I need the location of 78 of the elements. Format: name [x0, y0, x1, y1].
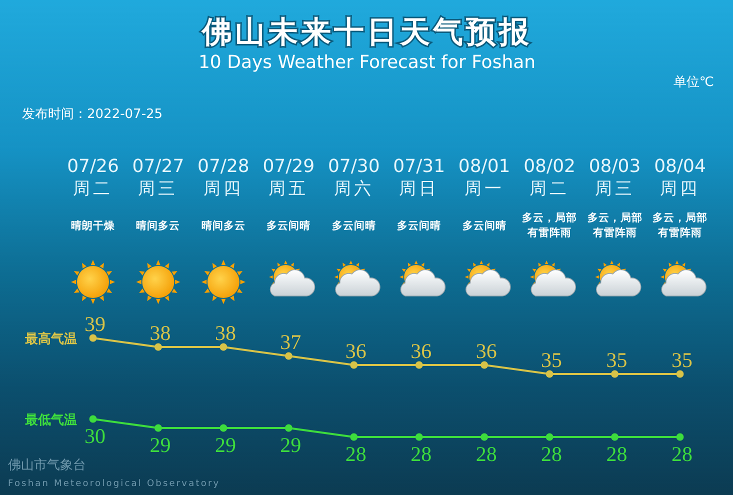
point [350, 361, 358, 369]
point [220, 424, 228, 432]
data-label: 37 [280, 330, 302, 354]
text: 周四 [660, 179, 700, 199]
x-tick-label: 07/26 [67, 156, 119, 177]
text: 多云间晴 [332, 219, 376, 232]
point [546, 370, 554, 378]
point [676, 370, 684, 378]
x-tick-label: 08/01 [458, 156, 510, 177]
text: 周三 [594, 179, 635, 199]
text: 周五 [268, 179, 309, 199]
data-label: 36 [476, 339, 497, 363]
data-label: 36 [410, 339, 432, 363]
point [480, 361, 488, 369]
text: 周日 [399, 179, 440, 199]
point [89, 334, 97, 342]
point [154, 424, 162, 432]
point [220, 343, 228, 351]
x-tick-label: 07/28 [198, 156, 250, 177]
data-label: 29 [280, 433, 302, 457]
text: 周六 [334, 179, 374, 199]
point [480, 433, 488, 441]
x-tick-label: 07/30 [328, 156, 380, 177]
point [89, 415, 97, 423]
x-tick-label: 08/02 [524, 156, 576, 177]
data-label: 35 [606, 348, 628, 372]
text: 发布时间：2022-07-25 [22, 107, 163, 122]
text: 周二 [530, 179, 570, 199]
x-tick-label: 07/31 [393, 156, 446, 177]
text: 多云，局部有雷阵雨 [522, 211, 578, 239]
x-tick-label: 08/03 [588, 156, 641, 177]
x-tick-label: 08/04 [654, 156, 706, 177]
data-label: 28 [410, 442, 432, 466]
text: 晴间多云 [136, 219, 180, 232]
x-tick-label: 07/27 [132, 156, 184, 177]
text: 周二 [73, 179, 113, 199]
data-label: 38 [214, 321, 236, 345]
text: Foshan Meteorological Observatory [8, 479, 220, 489]
text: 多云间晴 [266, 219, 311, 232]
text: 单位℃ [673, 75, 714, 90]
point [284, 352, 292, 360]
chart-subtitle: 10 Days Weather Forecast for Foshan [198, 52, 536, 73]
data-label: 35 [672, 348, 692, 372]
data-label: 30 [84, 424, 106, 448]
point [611, 370, 619, 378]
text: 佛山市气象台 [8, 458, 86, 473]
point [546, 433, 554, 441]
text: 多云间晴 [397, 219, 442, 232]
point [154, 343, 162, 351]
data-label: 29 [150, 433, 171, 457]
series-label: 最高气温 [24, 331, 77, 347]
x-tick-label: 07/29 [262, 156, 315, 177]
chart-title: 佛山未来十日天气预报 [201, 15, 532, 50]
point [350, 433, 358, 441]
text: 多云间晴 [462, 219, 506, 232]
data-label: 35 [541, 348, 562, 372]
text: 多云，局部有雷阵雨 [587, 211, 642, 239]
data-label: 28 [476, 442, 497, 466]
text: 周三 [138, 179, 178, 199]
point [611, 433, 619, 441]
point [415, 361, 423, 369]
text: 晴间多云 [201, 219, 246, 232]
data-label: 36 [345, 339, 366, 363]
data-label: 28 [345, 442, 366, 466]
point [676, 433, 684, 441]
data-label: 28 [672, 442, 692, 466]
data-label: 28 [541, 442, 562, 466]
series-label: 最低气温 [24, 413, 77, 428]
point [415, 433, 423, 441]
data-label: 38 [150, 321, 171, 345]
data-label: 29 [214, 433, 236, 457]
text: 周四 [203, 179, 244, 199]
text: 晴朗干燥 [71, 219, 115, 232]
text: 多云，局部有雷阵雨 [652, 211, 708, 239]
data-label: 28 [606, 442, 628, 466]
text: 周一 [464, 179, 504, 199]
point [284, 424, 292, 432]
data-label: 39 [84, 312, 106, 336]
